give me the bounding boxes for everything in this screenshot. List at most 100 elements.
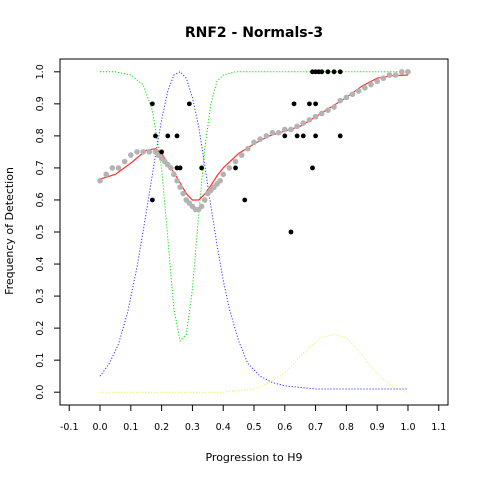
y-axis-label: Frequency of Detection (3, 167, 16, 295)
fitted-point (109, 165, 116, 171)
fitted-point (180, 190, 186, 197)
fitted-point (245, 145, 251, 152)
y-tick-label: 0.9 (35, 96, 46, 111)
fitted-point (226, 165, 233, 171)
x-tick-label: 0.3 (185, 422, 200, 433)
fitted-point (251, 139, 257, 146)
x-tick-label: 0.4 (216, 422, 231, 433)
y-tick-label: 0.8 (35, 128, 46, 143)
fitted-point (97, 177, 103, 184)
y-tick-label: 0.0 (35, 385, 46, 400)
fitted-point (174, 177, 180, 184)
fitted-point (325, 107, 331, 114)
fitted-point (177, 184, 183, 190)
fitted-point (115, 165, 122, 171)
fitted-point (128, 152, 134, 158)
observed-point (294, 133, 300, 139)
observed-point (337, 133, 343, 139)
y-tick-label: 0.6 (35, 192, 46, 207)
fitted-point (306, 117, 313, 123)
y-tick-label: 0.2 (35, 321, 46, 336)
observed-point (242, 197, 248, 203)
y-tick-label: 0.1 (35, 353, 46, 368)
yellow-curve (100, 333, 409, 393)
observed-point (153, 133, 158, 139)
fitted-point (386, 72, 393, 78)
fitted-point (257, 136, 263, 142)
observed-point (310, 165, 315, 171)
fitted-point (217, 177, 223, 184)
fitted-point (405, 69, 411, 75)
observed-point (300, 133, 306, 139)
x-tick-label: 0.6 (277, 422, 292, 433)
fitted-point (238, 152, 245, 158)
fitted-point (171, 171, 177, 178)
x-tick-label: 0.8 (339, 422, 354, 433)
observed-point (199, 165, 205, 171)
observed-point (313, 101, 318, 107)
fitted-point (349, 91, 356, 98)
x-tick-label: 1.1 (431, 422, 446, 433)
fitted-point (374, 78, 380, 85)
x-tick-label: 0.0 (92, 422, 107, 433)
fitted-point (355, 88, 362, 94)
fitted-point (294, 123, 300, 130)
fitted-point (300, 120, 307, 126)
observed-point (307, 101, 312, 107)
axes-layer: -0.1 0.0 0.1 0.2 0.3 0.4 0.5 0.6 0.7 0.8 0.9 1.0 1.1… (35, 64, 446, 433)
fitted-point (380, 75, 387, 82)
observed-point (291, 101, 297, 107)
observed-point (149, 197, 155, 203)
x-tick-label: 0.9 (370, 422, 385, 433)
fitted-point (134, 149, 140, 155)
fitted-point (140, 149, 146, 155)
y-tick-label: 0.4 (35, 256, 46, 271)
observed-point (313, 133, 318, 139)
fitted-point (232, 158, 239, 165)
fitted-point (331, 104, 337, 110)
fitted-point (281, 126, 288, 133)
observed-point (165, 133, 171, 139)
fitted-point (168, 165, 174, 171)
y-tick-label: 0.5 (35, 224, 46, 239)
observed-point (337, 69, 343, 75)
fitted-point (201, 197, 208, 203)
x-axis-label: Progression to H9 (205, 451, 302, 464)
fitted-point (343, 94, 350, 101)
observed-point (177, 165, 183, 171)
observed-point (319, 69, 325, 75)
fitted-point (392, 72, 399, 78)
green-curve (100, 71, 408, 342)
point-layer (97, 69, 411, 235)
y-tick-label: 0.7 (35, 160, 46, 175)
fitted-point (362, 85, 368, 91)
x-tick-label: 0.1 (123, 422, 138, 433)
observed-point (186, 101, 192, 107)
chart-title: RNF2 - Normals-3 (185, 25, 323, 41)
fitted-point (103, 171, 109, 178)
fitted-point (337, 97, 344, 104)
fitted-point (146, 149, 153, 155)
x-tick-label: 1.0 (400, 422, 415, 433)
observed-point (233, 165, 238, 171)
fitted-point (312, 113, 319, 120)
observed-point (174, 133, 180, 139)
fitted-point (288, 126, 294, 133)
observed-point (282, 133, 288, 139)
fitted-point (121, 158, 128, 165)
observed-point (331, 69, 337, 75)
fitted-point (275, 129, 282, 136)
observed-point (159, 149, 165, 155)
fitted-point (399, 69, 405, 75)
fitted-point (220, 171, 227, 178)
observed-point (325, 69, 331, 75)
observed-point (149, 101, 155, 107)
x-tick-label: 0.2 (154, 422, 169, 433)
x-tick-label: -0.1 (60, 422, 79, 433)
x-tick-label: 0.7 (308, 422, 323, 433)
fitted-point (368, 81, 374, 88)
x-tick-label: 0.5 (246, 422, 261, 433)
fitted-point (269, 129, 276, 136)
